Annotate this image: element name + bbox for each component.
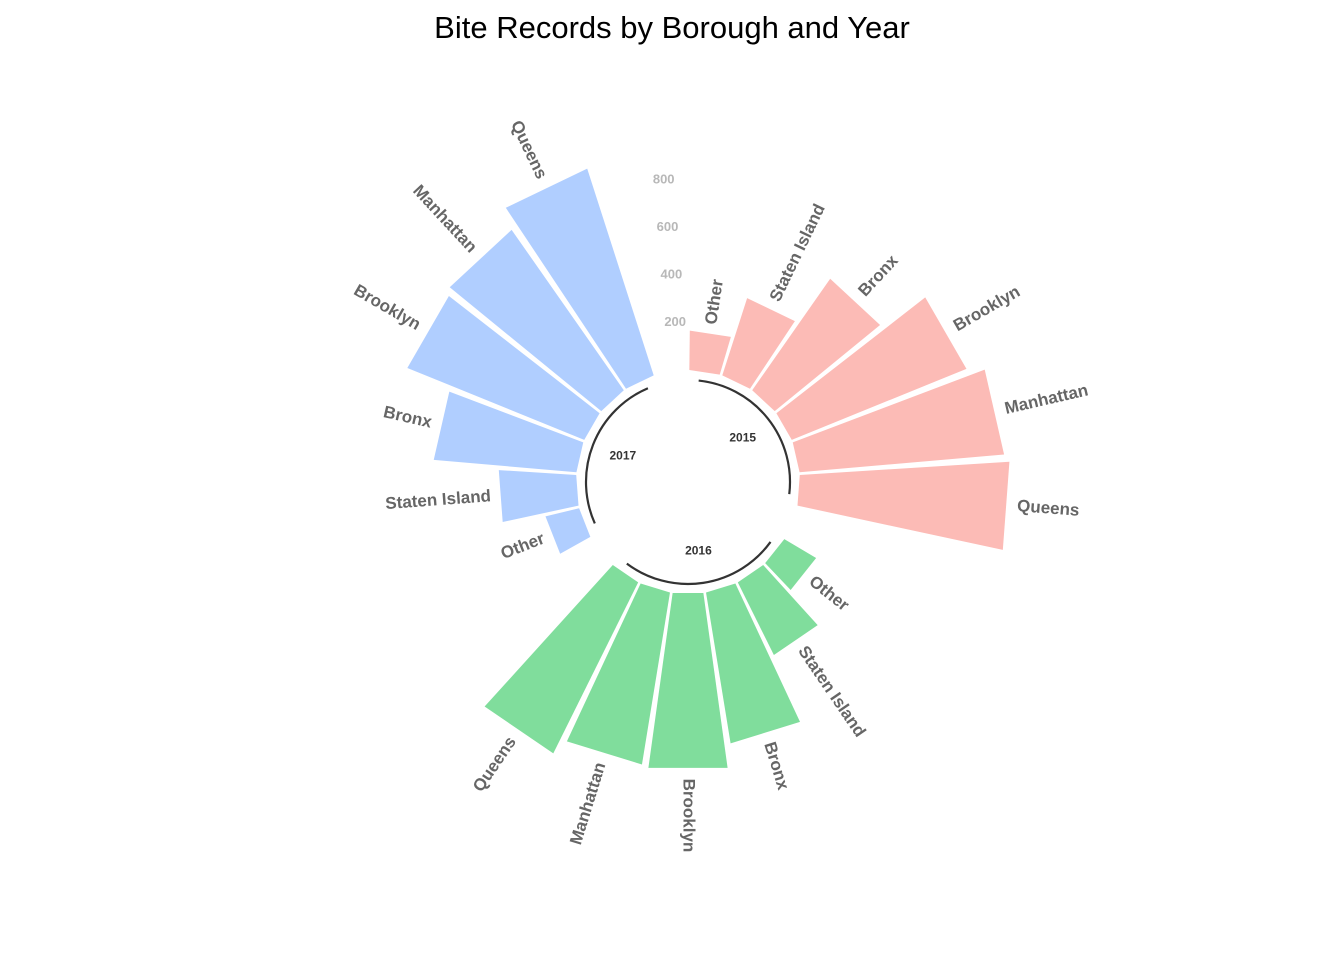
bar-label-2016-staten-island: Staten Island: [794, 642, 869, 740]
bar-label-2017-bronx: Bronx: [382, 402, 435, 432]
bars-layer: [407, 168, 1010, 768]
bar-2017-brooklyn: [407, 295, 600, 440]
bar-label-2016-bronx: Bronx: [760, 740, 793, 793]
bar-2016-brooklyn: [648, 592, 728, 768]
group-arc-2017: [584, 387, 649, 524]
bar-label-2015-staten-island: Staten Island: [766, 201, 829, 305]
bar-2016-queens: [484, 565, 639, 754]
bar-label-2016-manhattan: Manhattan: [566, 760, 609, 847]
bar-label-2015-other: Other: [701, 278, 727, 326]
bar-2016-bronx: [706, 583, 801, 744]
bar-label-2016-other: Other: [805, 572, 853, 615]
bar-label-2017-brooklyn: Brooklyn: [351, 281, 424, 334]
group-arcs-layer: [584, 379, 792, 586]
bar-2015-brooklyn: [776, 297, 967, 440]
bar-2016-manhattan: [566, 583, 670, 765]
bar-label-2015-brooklyn: Brooklyn: [950, 282, 1023, 335]
radial-tick-600: 600: [657, 219, 679, 234]
radial-ticks-layer: 200 400 600 800: [653, 171, 686, 329]
bar-2017-bronx: [433, 391, 584, 473]
bar-2017-staten-island: [498, 470, 579, 522]
group-arc-2015: [698, 379, 792, 495]
bar-label-2017-staten-island: Staten Island: [385, 486, 492, 513]
bar-2015-bronx: [752, 278, 881, 412]
group-label-2016: 2016: [685, 543, 712, 557]
radial-tick-800: 800: [653, 171, 675, 186]
bar-label-2017-queens: Queens: [507, 117, 551, 181]
bar-label-2015-bronx: Bronx: [854, 251, 902, 300]
bar-2015-queens: [797, 461, 1010, 550]
group-label-2017: 2017: [609, 449, 636, 463]
bar-2017-other: [545, 508, 591, 554]
bar-2016-staten-island: [737, 565, 818, 656]
group-label-2015: 2015: [729, 431, 756, 445]
bar-2015-manhattan: [792, 369, 1005, 473]
bar-label-2017-manhattan: Manhattan: [409, 181, 481, 256]
radial-tick-200: 200: [664, 314, 686, 329]
bar-label-2017-other: Other: [498, 529, 548, 563]
group-arc-2016: [626, 541, 772, 586]
bar-label-2015-queens: Queens: [1016, 496, 1080, 520]
bar-2016-other: [765, 539, 817, 591]
radial-tick-400: 400: [661, 267, 683, 282]
chart-title: Bite Records by Borough and Year: [434, 10, 910, 45]
bar-2015-other: [689, 330, 731, 375]
bar-2015-staten-island: [722, 298, 795, 389]
bar-2017-queens: [505, 168, 654, 389]
bar-label-2016-brooklyn: Brooklyn: [680, 779, 699, 853]
bar-label-2016-queens: Queens: [469, 733, 520, 795]
bar-2017-manhattan: [449, 229, 624, 412]
bar-label-2015-manhattan: Manhattan: [1003, 380, 1090, 417]
